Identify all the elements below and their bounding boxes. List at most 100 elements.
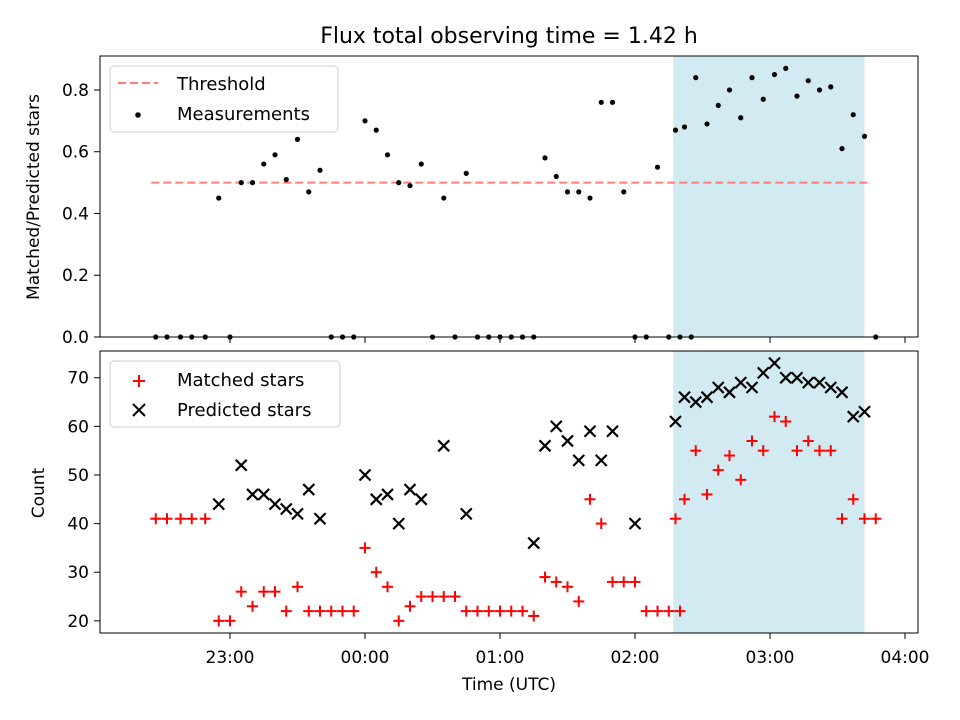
predicted-star-point xyxy=(583,424,597,438)
top-y-tick-label: 0.6 xyxy=(62,143,89,163)
measurement-point xyxy=(681,124,688,130)
measurement-point xyxy=(839,146,845,152)
matched-star-point xyxy=(269,586,281,598)
bottom-y-tick-label: 50 xyxy=(67,466,89,486)
matched-star-point xyxy=(780,416,792,427)
measurement-point xyxy=(272,152,278,158)
matched-star-point xyxy=(629,576,641,588)
matched-star-point xyxy=(370,566,382,578)
matched-star-point xyxy=(292,581,303,593)
matched-star-point xyxy=(595,518,607,530)
measurement-point xyxy=(407,183,413,189)
measurement-point xyxy=(564,189,571,195)
measurement-point xyxy=(283,176,289,183)
top-y-tick-label: 0.0 xyxy=(62,328,89,348)
matched-star-point xyxy=(427,591,438,603)
predicted-star-point xyxy=(268,497,282,511)
measurement-point xyxy=(794,93,800,99)
matched-star-point xyxy=(791,445,803,457)
matched-star-point xyxy=(258,586,270,598)
top-shaded-region xyxy=(673,56,865,337)
bottom-y-tick-label: 40 xyxy=(67,515,89,535)
predicted-star-point xyxy=(403,483,417,496)
bottom-y-tick-label: 30 xyxy=(67,563,89,583)
top-y-tick-label: 0.2 xyxy=(62,266,89,286)
measurement-point xyxy=(850,112,856,118)
measurement-point xyxy=(362,118,368,124)
matched-star-point xyxy=(584,493,596,505)
matched-star-point xyxy=(449,591,461,603)
bottom-y-tick-label: 70 xyxy=(67,369,89,389)
predicted-star-point xyxy=(459,507,473,521)
measurement-point xyxy=(609,99,616,105)
matched-star-point xyxy=(679,493,690,505)
matched-star-point xyxy=(382,581,393,593)
matched-star-point xyxy=(652,605,663,617)
predicted-star-point xyxy=(801,376,815,389)
measurement-point xyxy=(749,75,755,81)
predicted-star-point xyxy=(369,493,383,506)
predicted-star-point xyxy=(392,517,406,530)
matched-star-point xyxy=(517,605,528,617)
matched-star-point xyxy=(247,600,258,612)
measurement-point xyxy=(783,65,789,71)
predicted-star-point xyxy=(279,502,293,516)
measurement-point xyxy=(738,115,744,121)
matched-star-point xyxy=(528,610,540,622)
matched-star-point xyxy=(325,605,337,617)
top-legend: Threshold Measurements xyxy=(109,65,339,133)
matched-star-point xyxy=(607,576,618,588)
bottom-panel: 20 30 40 50 60 70 23:00 00:00 01:00 02:00 03:00 04… xyxy=(29,350,930,695)
measurement-point xyxy=(542,155,548,161)
predicted-star-point xyxy=(756,366,770,380)
measurement-point xyxy=(654,164,661,170)
measurement-point xyxy=(306,189,312,195)
matched-star-point xyxy=(161,513,173,525)
top-panel: 0.00.20.40.60.8 Matched/Predicted stars … xyxy=(24,55,919,348)
matched-star-point xyxy=(640,605,652,617)
predicted-star-point xyxy=(700,390,714,404)
measurement-point xyxy=(672,127,679,133)
matched-star-point xyxy=(674,605,686,617)
legend-predicted-label: Predicted stars xyxy=(177,400,311,421)
bottom-axes-frame xyxy=(99,350,919,634)
predicted-star-point xyxy=(302,483,316,496)
measurement-point xyxy=(693,75,699,81)
measurement-point xyxy=(805,78,811,84)
x-tick-label: 23:00 xyxy=(206,648,255,668)
matched-star-point xyxy=(415,591,427,603)
matched-star-point xyxy=(199,513,211,525)
matched-star-point xyxy=(802,435,814,447)
legend-measurements-label: Measurements xyxy=(177,104,310,125)
matched-star-point xyxy=(348,605,360,617)
predicted-star-point xyxy=(594,454,608,467)
bottom-legend: Matched stars Predicted stars xyxy=(109,360,341,428)
predicted-star-point xyxy=(846,410,860,423)
measurement-point xyxy=(441,195,447,201)
predicted-star-point xyxy=(257,488,271,501)
measurement-point xyxy=(587,195,593,201)
predicted-star-point xyxy=(549,420,563,433)
matched-star-point xyxy=(870,513,882,525)
x-tick-label: 04:00 xyxy=(881,648,930,668)
top-y-tick-label: 0.8 xyxy=(62,81,89,101)
measurement-point xyxy=(384,152,391,158)
matched-star-point xyxy=(701,488,713,500)
legend-matched-label: Matched stars xyxy=(177,370,304,391)
x-tick-label: 02:00 xyxy=(611,648,660,668)
matched-star-point xyxy=(769,411,780,423)
predicted-star-point xyxy=(711,381,725,394)
x-tick-label: 01:00 xyxy=(476,648,525,668)
measurement-point xyxy=(704,121,710,127)
matched-star-point xyxy=(404,600,416,612)
measurement-point xyxy=(249,180,256,186)
measurement-point xyxy=(621,189,627,195)
measurement-point xyxy=(238,180,244,186)
predicted-star-point xyxy=(768,356,781,370)
measurement-point xyxy=(598,99,604,105)
predicted-star-point xyxy=(779,371,793,385)
matched-star-point xyxy=(186,513,198,525)
predicted-star-point xyxy=(858,405,871,419)
measurement-point xyxy=(216,195,222,201)
